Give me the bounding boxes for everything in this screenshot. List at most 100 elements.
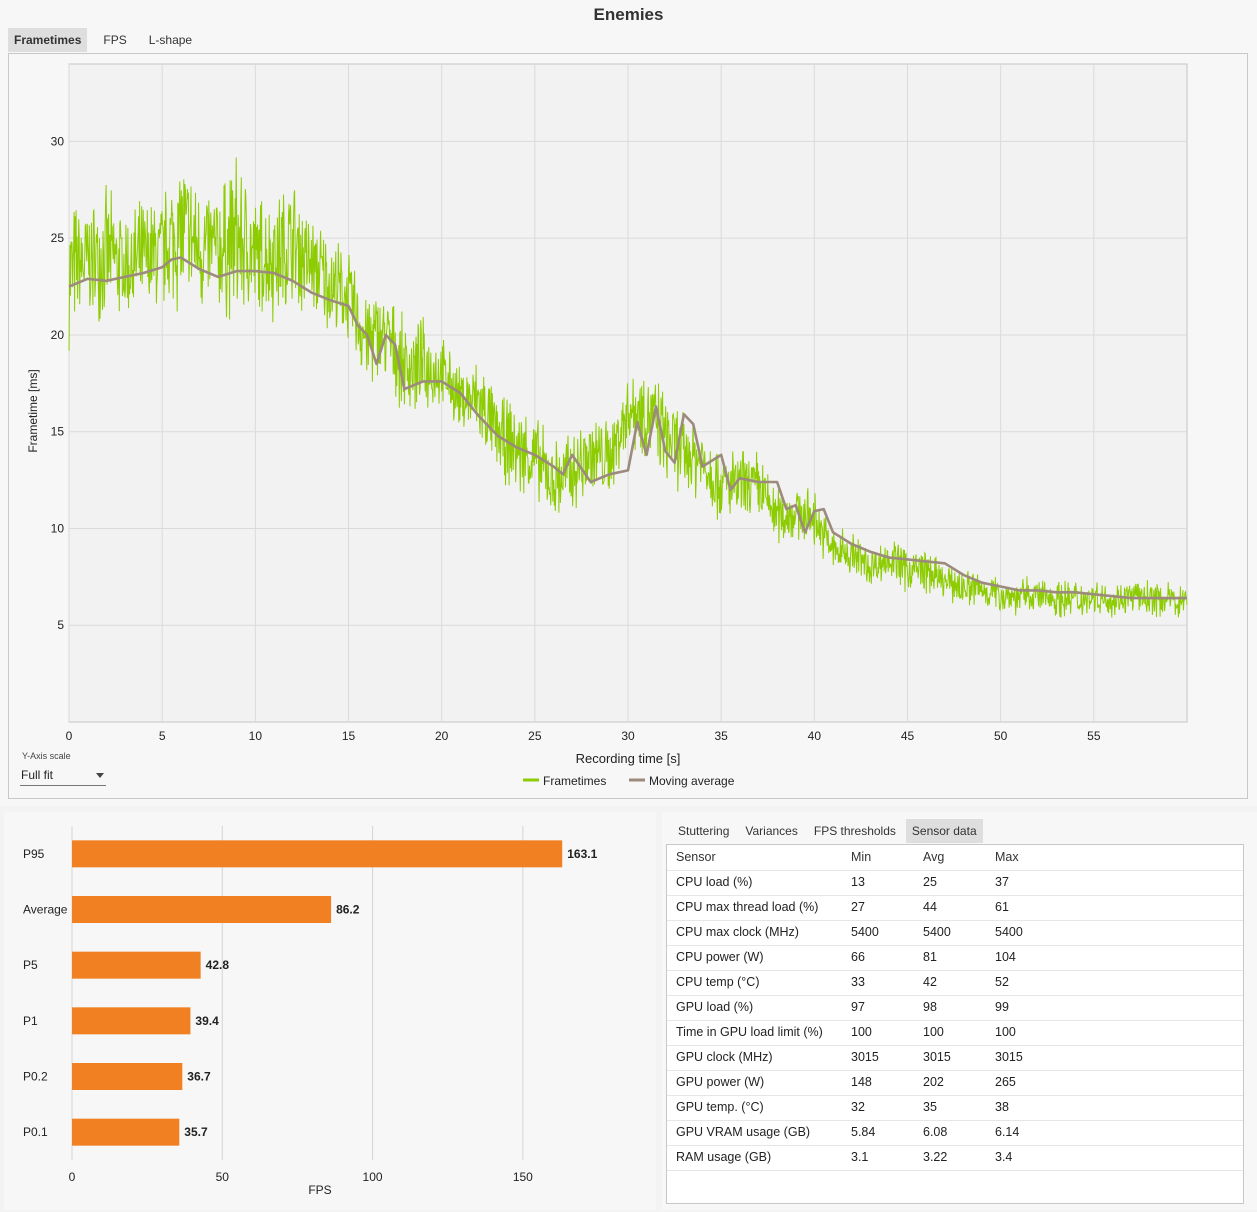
table-cell: 3015 (995, 1050, 1023, 1064)
bar-category-label: P1 (23, 1014, 38, 1028)
x-tick-label: 5 (159, 729, 166, 743)
tab-sensor-data[interactable]: Sensor data (905, 819, 983, 843)
table-cell: 100 (995, 1025, 1016, 1039)
x-tick-label: 10 (249, 729, 263, 743)
bar-category-label: Average (23, 903, 68, 917)
table-cell: 5400 (851, 925, 879, 939)
x-tick-label: 40 (808, 729, 822, 743)
table-row[interactable]: CPU temp (°C) 33 42 52 (667, 970, 1243, 996)
y-tick-label: 5 (57, 618, 64, 632)
table-cell: 100 (923, 1025, 944, 1039)
table-cell: CPU power (W) (676, 950, 764, 964)
bar-value-label: 39.4 (195, 1014, 219, 1028)
fps-bar-panel: 0 50 100 150 FPS P95 163.1 Average 86.2 P5 42.8 P1 3… (4, 812, 656, 1210)
table-cell: 265 (995, 1075, 1016, 1089)
table-cell: 25 (923, 875, 937, 889)
table-row[interactable]: CPU max clock (MHz) 5400 5400 5400 (667, 920, 1243, 946)
table-row[interactable]: GPU power (W) 148 202 265 (667, 1070, 1243, 1096)
x-tick-label: 35 (714, 729, 728, 743)
table-cell: 104 (995, 950, 1016, 964)
chart-title: Enemies (593, 5, 664, 24)
bar (72, 1118, 180, 1146)
y-tick-label: 10 (51, 521, 65, 535)
tab-l-shape[interactable]: L-shape (148, 33, 193, 47)
table-cell: 38 (995, 1100, 1009, 1114)
table-cell: 5400 (995, 925, 1023, 939)
table-cell: GPU VRAM usage (GB) (676, 1125, 811, 1139)
tab-variances[interactable]: Variances (745, 824, 798, 838)
x-tick-label: 55 (1087, 729, 1101, 743)
table-cell: CPU load (%) (676, 875, 753, 889)
y-tick-label: 20 (51, 328, 65, 342)
frametime-chart[interactable]: 0 5 10 15 20 25 30 35 40 45 50 5551015202530Recordi… (0, 0, 1257, 806)
table-row[interactable]: GPU temp. (°C) 32 35 38 (667, 1095, 1243, 1121)
chevron-down-icon (96, 773, 104, 778)
table-cell: 3.4 (995, 1150, 1013, 1164)
table-cell: 3015 (923, 1050, 951, 1064)
x-tick-label: 150 (513, 1170, 533, 1184)
table-row[interactable]: GPU VRAM usage (GB) 5.84 6.08 6.14 (667, 1120, 1243, 1146)
table-cell: GPU clock (MHz) (676, 1050, 773, 1064)
table-row[interactable]: CPU load (%) 13 25 37 (667, 870, 1243, 896)
table-row[interactable]: GPU load (%) 97 98 99 (667, 995, 1243, 1021)
table-header-row: Sensor Min Avg Max (667, 845, 1243, 871)
bar-category-label: P0.2 (23, 1070, 48, 1084)
table-cell: 97 (851, 1000, 865, 1014)
tab-fps[interactable]: FPS (103, 33, 127, 47)
table-cell: 42 (923, 975, 937, 989)
table-cell: 66 (851, 950, 865, 964)
table-row[interactable]: CPU power (W) 66 81 104 (667, 945, 1243, 971)
x-tick-label: 20 (435, 729, 449, 743)
x-axis-label: Recording time [s] (576, 751, 681, 766)
table-cell: 3.22 (923, 1150, 948, 1164)
fps-bar-chart: 0 50 100 150 FPS P95 163.1 Average 86.2 P5 42.8 P1 3… (23, 826, 598, 1197)
column-header: Avg (923, 850, 945, 864)
bar (72, 1063, 183, 1090)
table-row[interactable]: Time in GPU load limit (%) 100 100 100 (667, 1020, 1243, 1046)
y-axis-label: Frametime [ms] (26, 369, 40, 452)
table-row[interactable]: CPU max thread load (%) 27 44 61 (667, 895, 1243, 921)
table-row[interactable]: RAM usage (GB) 3.1 3.22 3.4 (667, 1145, 1243, 1171)
table-cell: 5.84 (851, 1125, 876, 1139)
bar (72, 896, 332, 923)
x-tick-label: 0 (69, 1170, 76, 1184)
legend-moving-average-label: Moving average (649, 774, 735, 788)
table-cell: GPU power (W) (676, 1075, 765, 1089)
table-cell: 98 (923, 1000, 937, 1014)
x-tick-label: 0 (66, 729, 73, 743)
bar (72, 1007, 191, 1035)
table-cell: CPU max clock (MHz) (676, 925, 799, 939)
table-cell: 61 (995, 900, 1009, 914)
table-cell: GPU temp. (°C) (676, 1100, 764, 1114)
bar (72, 840, 563, 868)
table-cell: 33 (851, 975, 865, 989)
stats-tab-bar: Stuttering Variances FPS thresholds Sens… (672, 819, 987, 843)
bar (72, 951, 201, 979)
x-tick-label: 25 (528, 729, 542, 743)
table-cell: Time in GPU load limit (%) (676, 1025, 823, 1039)
tab-stuttering[interactable]: Stuttering (678, 824, 730, 838)
table-cell: 5400 (923, 925, 951, 939)
y-axis-scale-value: Full fit (21, 768, 54, 782)
table-cell: 202 (923, 1075, 944, 1089)
y-axis-scale-dropdown[interactable]: Full fit (20, 766, 106, 786)
table-cell: 3.1 (851, 1150, 869, 1164)
y-tick-label: 15 (51, 425, 65, 439)
y-tick-label: 30 (51, 134, 65, 148)
y-axis-scale-label: Y-Axis scale (22, 751, 71, 761)
top-tab-bar: Frametimes FPS L-shape (8, 28, 208, 52)
table-cell: 3015 (851, 1050, 879, 1064)
frametime-panel: Enemies Frametimes FPS L-shape 0 5 10 15 20 2… (0, 0, 1257, 806)
x-tick-label: 15 (342, 729, 356, 743)
table-cell: 37 (995, 875, 1009, 889)
bar-value-label: 163.1 (567, 847, 597, 861)
table-cell: 27 (851, 900, 865, 914)
table-cell: 100 (851, 1025, 872, 1039)
tab-frametimes[interactable]: Frametimes (8, 28, 88, 52)
table-cell: 6.08 (923, 1125, 948, 1139)
table-cell: RAM usage (GB) (676, 1150, 772, 1164)
table-row[interactable]: GPU clock (MHz) 3015 3015 3015 (667, 1045, 1243, 1071)
tab-fps-thresholds[interactable]: FPS thresholds (813, 824, 896, 838)
column-header: Max (995, 850, 1019, 864)
column-header: Min (851, 850, 872, 864)
